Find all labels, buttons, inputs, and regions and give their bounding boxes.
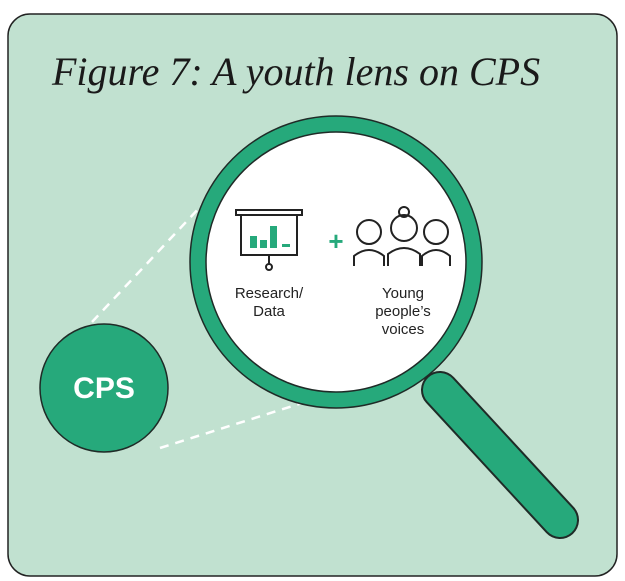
label-line: Young bbox=[382, 285, 424, 302]
cps-label: CPS bbox=[73, 372, 135, 405]
label-line: Data bbox=[253, 303, 285, 320]
plus: + bbox=[328, 226, 343, 256]
title: Figure 7: A youth lens on CPS bbox=[51, 49, 540, 94]
lens-outline bbox=[205, 131, 467, 393]
handle bbox=[423, 373, 577, 537]
lens-outline bbox=[189, 115, 483, 409]
people-icon bbox=[353, 206, 451, 266]
board-icon bbox=[235, 209, 303, 271]
label-line: voices bbox=[382, 321, 425, 338]
label-line: Research/ bbox=[235, 285, 304, 302]
label-line: people’s bbox=[375, 303, 431, 320]
cps-circle bbox=[39, 323, 169, 453]
node-label: Young people’s voices bbox=[375, 285, 431, 338]
lens bbox=[190, 116, 482, 408]
bar-icons bbox=[250, 226, 290, 248]
node-label: Research/Data bbox=[235, 285, 304, 320]
